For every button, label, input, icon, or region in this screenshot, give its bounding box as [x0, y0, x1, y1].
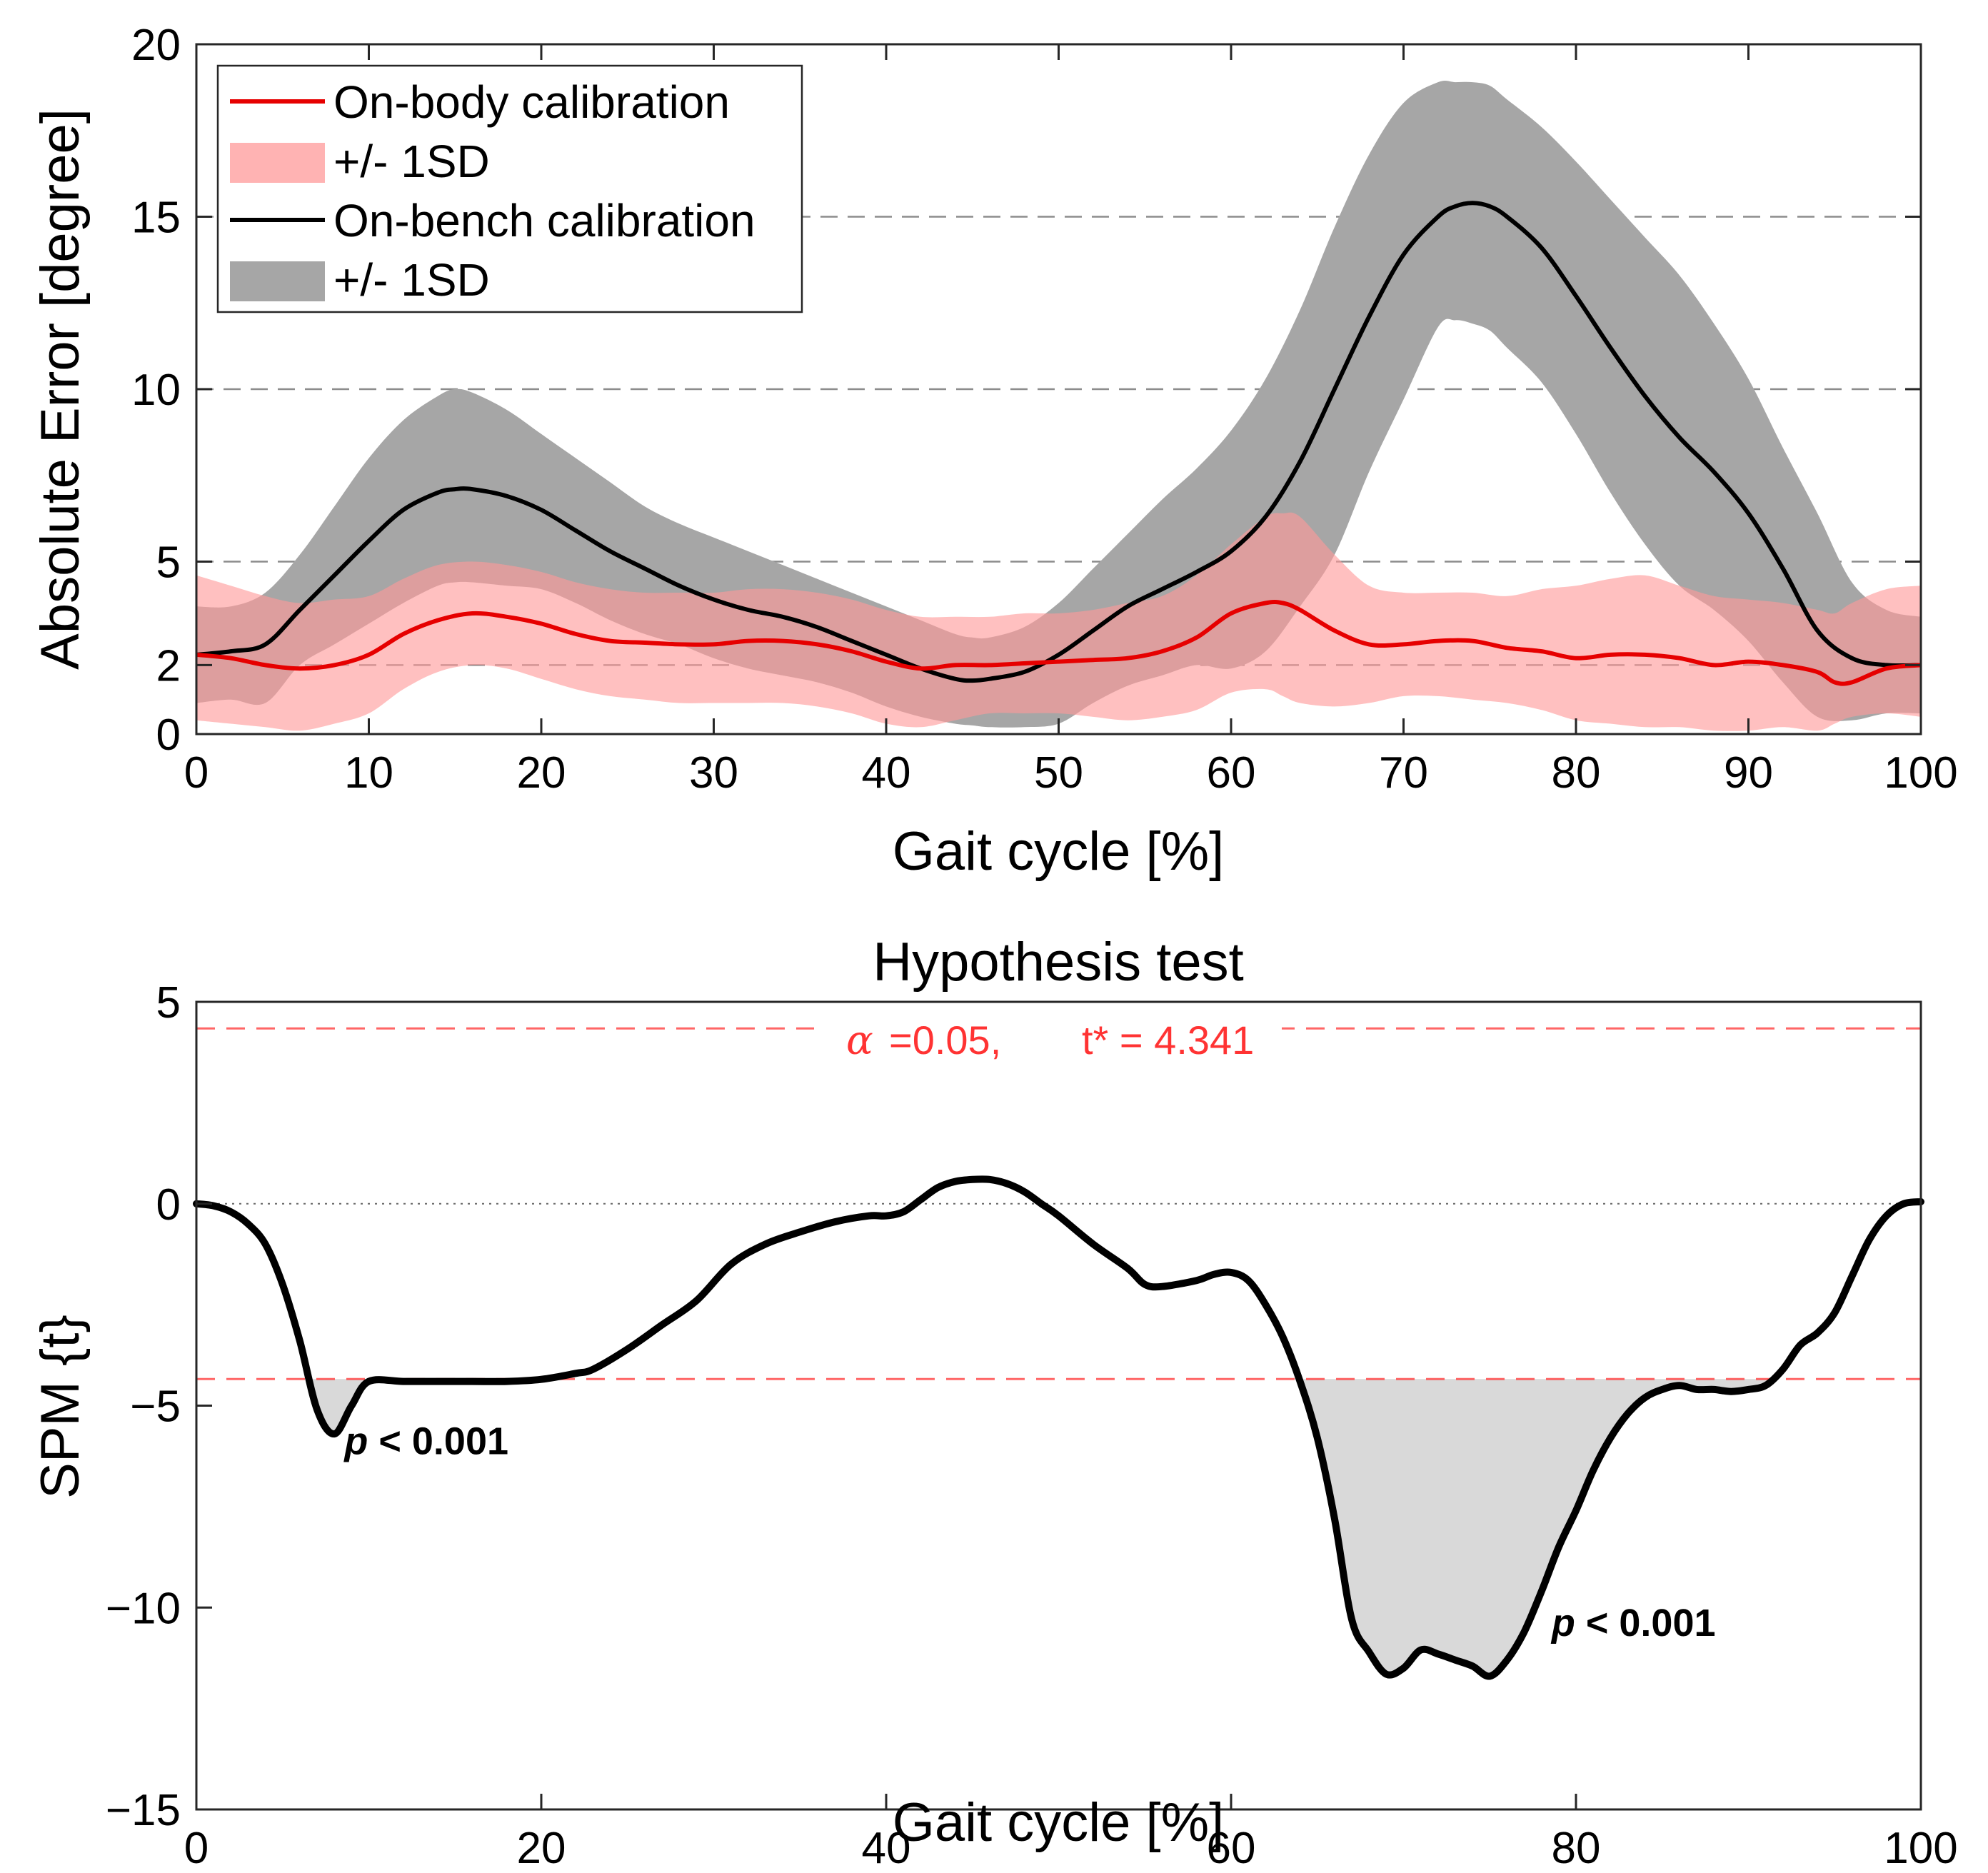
series-line-on-body [196, 599, 1922, 686]
p-symbol: p [1550, 1602, 1575, 1644]
bottom-x-tick-label: 20 [517, 1824, 566, 1873]
bottom-x-axis-label: Gait cycle [%] [893, 1792, 1225, 1853]
p-value-annotation: p < 0.001 [1550, 1602, 1716, 1644]
bottom-plot-frame [195, 1000, 1922, 1811]
bottom-x-tick-label: 60 [1207, 1824, 1256, 1873]
top-y-tick-label: 10 [131, 366, 181, 415]
legend-label-on-body: On-body calibration [333, 76, 730, 128]
legend-swatch-on-body-band [230, 143, 325, 183]
top-legend: On-body calibration +/- 1SD On-bench cal… [216, 64, 803, 313]
spm-curve [193, 1175, 1924, 1680]
legend-label-on-bench-sd: +/- 1SD [333, 254, 490, 306]
top-x-tick-label: 30 [689, 748, 738, 798]
bottom-chart-title: Hypothesis test [873, 932, 1244, 993]
top-x-tick-label: 90 [1724, 748, 1773, 798]
top-y-tick-label: 15 [131, 194, 181, 243]
top-x-tick-label: 20 [517, 748, 566, 798]
threshold-label: α =0.05, t* = 4.341 [846, 1018, 1254, 1064]
top-y-tick-label: 5 [156, 538, 181, 588]
sd-band-on-bench [196, 80, 1921, 728]
series-line-on-bench [196, 201, 1922, 683]
bottom-y-tick-label: 0 [156, 1180, 181, 1230]
legend-label-on-bench: On-bench calibration [333, 195, 755, 246]
top-x-axis-label: Gait cycle [%] [893, 821, 1225, 882]
bottom-x-tick-label: 0 [184, 1824, 209, 1873]
top-y-tick-label: 0 [156, 710, 181, 760]
top-y-ticks: 0 2 5 10 15 20 [131, 21, 1921, 760]
top-y-tick-label: 20 [131, 21, 181, 70]
top-x-tick-label: 100 [1884, 748, 1957, 798]
top-x-tick-label: 40 [862, 748, 911, 798]
top-y-tick-label: 2 [156, 641, 181, 691]
bottom-x-ticks: 0 20 40 60 80 100 [184, 1794, 1958, 1873]
spm-series-line [193, 1175, 1924, 1680]
alpha-symbol: α [846, 1018, 873, 1064]
absolute-error-chart: 0 10 20 30 40 50 60 70 80 90 100 0 2 5 10 15 20 Gait cy… [30, 21, 1958, 882]
top-x-tick-label: 60 [1207, 748, 1256, 798]
bottom-x-tick-label: 40 [862, 1824, 911, 1873]
t-star-value: t* = 4.341 [1082, 1018, 1254, 1063]
suprathreshold-cluster [1298, 1376, 1773, 1677]
legend-swatch-on-bench-band [230, 261, 325, 301]
top-x-tick-label: 0 [184, 748, 209, 798]
p-value-text: < 0.001 [368, 1420, 508, 1462]
sd-band-on-body [196, 512, 1921, 731]
spm-hypothesis-chart: Hypothesis test α =0.05, t* = 4.341 p < … [30, 932, 1958, 1873]
top-sd-bands [196, 80, 1921, 731]
suprathreshold-cluster [309, 1379, 545, 1435]
suprathreshold-clusters [309, 1376, 1773, 1677]
p-value-text: < 0.001 [1575, 1602, 1716, 1644]
p-symbol: p [343, 1420, 368, 1462]
alpha-value: =0.05, [889, 1018, 1001, 1063]
top-x-tick-label: 10 [344, 748, 393, 798]
top-x-tick-label: 70 [1379, 748, 1428, 798]
top-y-axis-label: Absolute Error [degree] [30, 109, 91, 670]
bottom-reference-lines [196, 1027, 1921, 1380]
bottom-x-tick-label: 100 [1884, 1824, 1957, 1873]
top-x-tick-label: 80 [1552, 748, 1601, 798]
bottom-y-axis-label: SPM {t} [30, 1315, 91, 1499]
bottom-y-tick-label: −5 [130, 1382, 181, 1432]
bottom-y-tick-label: 5 [156, 978, 181, 1028]
bottom-x-tick-label: 80 [1552, 1824, 1601, 1873]
bottom-y-tick-label: −15 [106, 1786, 181, 1835]
top-x-ticks: 0 10 20 30 40 50 60 70 80 90 100 [184, 44, 1958, 798]
top-x-tick-label: 50 [1034, 748, 1083, 798]
top-series-lines [196, 201, 1922, 686]
bottom-y-tick-label: −10 [106, 1584, 181, 1633]
legend-label-on-body-sd: +/- 1SD [333, 136, 490, 187]
bottom-y-ticks: −15 −10 −5 0 5 [106, 978, 212, 1835]
threshold-label-background [814, 1005, 1282, 1061]
p-value-annotation: p < 0.001 [343, 1420, 508, 1462]
